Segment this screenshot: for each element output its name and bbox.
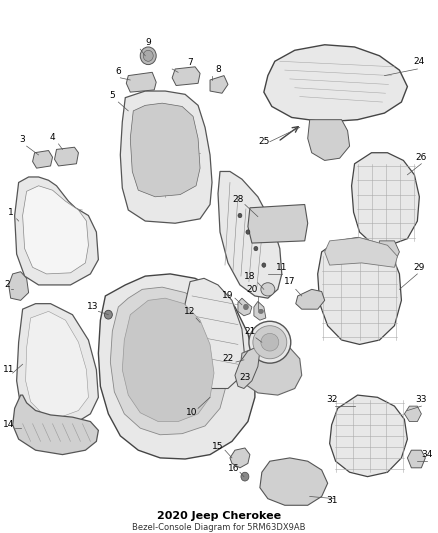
Polygon shape: [248, 205, 308, 243]
Text: 29: 29: [413, 263, 425, 272]
Text: 12: 12: [184, 307, 196, 316]
Text: 1: 1: [8, 208, 14, 217]
Polygon shape: [352, 153, 419, 245]
Ellipse shape: [253, 326, 287, 359]
Polygon shape: [308, 120, 350, 160]
Ellipse shape: [241, 472, 249, 481]
Text: 11: 11: [276, 263, 288, 272]
Text: 20: 20: [246, 285, 258, 294]
Polygon shape: [260, 458, 328, 505]
Ellipse shape: [246, 230, 250, 235]
Text: 7: 7: [187, 58, 193, 67]
Text: 14: 14: [3, 421, 14, 430]
Polygon shape: [238, 298, 252, 316]
Polygon shape: [240, 344, 302, 395]
Text: 5: 5: [110, 91, 115, 100]
Text: 6: 6: [116, 67, 121, 76]
Text: 10: 10: [186, 408, 198, 417]
Text: 16: 16: [228, 464, 240, 473]
Polygon shape: [330, 395, 407, 477]
Text: 15: 15: [212, 442, 224, 451]
Polygon shape: [54, 147, 78, 166]
Text: 3: 3: [20, 135, 25, 144]
Polygon shape: [404, 406, 421, 422]
Text: 28: 28: [232, 195, 244, 204]
Polygon shape: [126, 72, 156, 92]
Polygon shape: [120, 91, 212, 223]
Text: 24: 24: [414, 57, 425, 66]
Text: 11: 11: [3, 365, 14, 374]
Ellipse shape: [140, 47, 156, 64]
Polygon shape: [17, 304, 99, 428]
Text: 32: 32: [326, 395, 337, 404]
Text: 4: 4: [50, 133, 55, 142]
Polygon shape: [296, 289, 325, 309]
Polygon shape: [325, 238, 397, 268]
Ellipse shape: [261, 282, 275, 296]
Text: 21: 21: [244, 327, 256, 336]
Text: 19: 19: [222, 292, 234, 301]
Polygon shape: [25, 311, 88, 417]
Text: 34: 34: [422, 450, 433, 459]
Text: 9: 9: [145, 38, 151, 47]
Ellipse shape: [262, 263, 266, 268]
Text: 26: 26: [416, 152, 427, 161]
Polygon shape: [13, 395, 99, 455]
Polygon shape: [235, 348, 260, 389]
Ellipse shape: [104, 310, 112, 319]
Polygon shape: [110, 287, 226, 435]
Ellipse shape: [258, 309, 263, 313]
Text: Bezel-Console Diagram for 5RM63DX9AB: Bezel-Console Diagram for 5RM63DX9AB: [132, 523, 306, 532]
Polygon shape: [122, 298, 214, 422]
Polygon shape: [130, 103, 200, 197]
Text: 22: 22: [223, 354, 233, 364]
Ellipse shape: [249, 321, 291, 363]
Polygon shape: [9, 272, 28, 301]
Ellipse shape: [244, 304, 248, 310]
Polygon shape: [254, 302, 266, 320]
Ellipse shape: [261, 334, 279, 351]
Polygon shape: [23, 186, 88, 274]
Polygon shape: [230, 448, 250, 468]
Text: 2: 2: [4, 280, 10, 289]
Text: 31: 31: [326, 496, 337, 505]
Polygon shape: [318, 238, 401, 344]
Polygon shape: [99, 274, 255, 459]
Text: 18: 18: [244, 272, 256, 280]
Ellipse shape: [254, 246, 258, 251]
Polygon shape: [378, 241, 399, 265]
Polygon shape: [264, 45, 407, 122]
Polygon shape: [32, 150, 53, 168]
Polygon shape: [14, 177, 99, 285]
Polygon shape: [407, 450, 425, 468]
Polygon shape: [172, 67, 200, 85]
Text: 8: 8: [215, 64, 221, 74]
Ellipse shape: [143, 50, 153, 61]
Polygon shape: [210, 76, 228, 93]
Ellipse shape: [238, 213, 242, 218]
Text: 13: 13: [87, 302, 98, 311]
Polygon shape: [183, 278, 245, 389]
Text: 23: 23: [239, 373, 251, 382]
Text: 33: 33: [416, 395, 427, 404]
Text: 17: 17: [284, 277, 296, 286]
Text: 25: 25: [258, 137, 269, 146]
Text: 2020 Jeep Cherokee: 2020 Jeep Cherokee: [157, 511, 281, 521]
Polygon shape: [218, 172, 282, 298]
